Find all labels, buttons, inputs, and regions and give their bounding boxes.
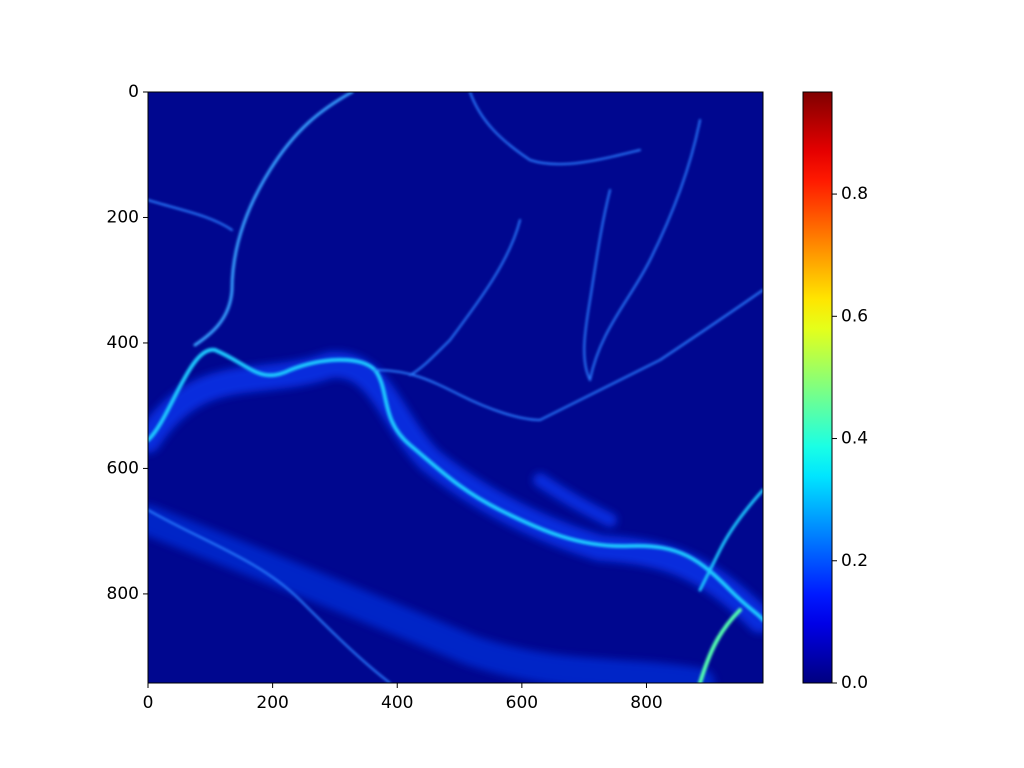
- colorbar: [802, 91, 833, 684]
- colorbar-tick-label: 0.2: [841, 551, 868, 571]
- axes-frame: [147, 91, 764, 684]
- x-tick-label: 600: [506, 693, 538, 713]
- x-tick-label: 0: [143, 693, 154, 713]
- x-tick-label: 800: [630, 693, 662, 713]
- y-tick-label: 600: [107, 458, 139, 478]
- colorbar-tick-label: 0.8: [841, 184, 868, 204]
- colorbar-tick-label: 0.0: [841, 673, 868, 693]
- colorbar-tick-label: 0.4: [841, 429, 868, 449]
- x-tick-label: 400: [381, 693, 413, 713]
- y-tick-label: 400: [107, 333, 139, 353]
- heatmap-image: [148, 92, 763, 683]
- colorbar-tick-label: 0.6: [841, 306, 868, 326]
- y-tick-label: 0: [128, 82, 139, 102]
- x-tick-label: 200: [256, 693, 288, 713]
- y-tick-label: 800: [107, 584, 139, 604]
- y-tick-label: 200: [107, 207, 139, 227]
